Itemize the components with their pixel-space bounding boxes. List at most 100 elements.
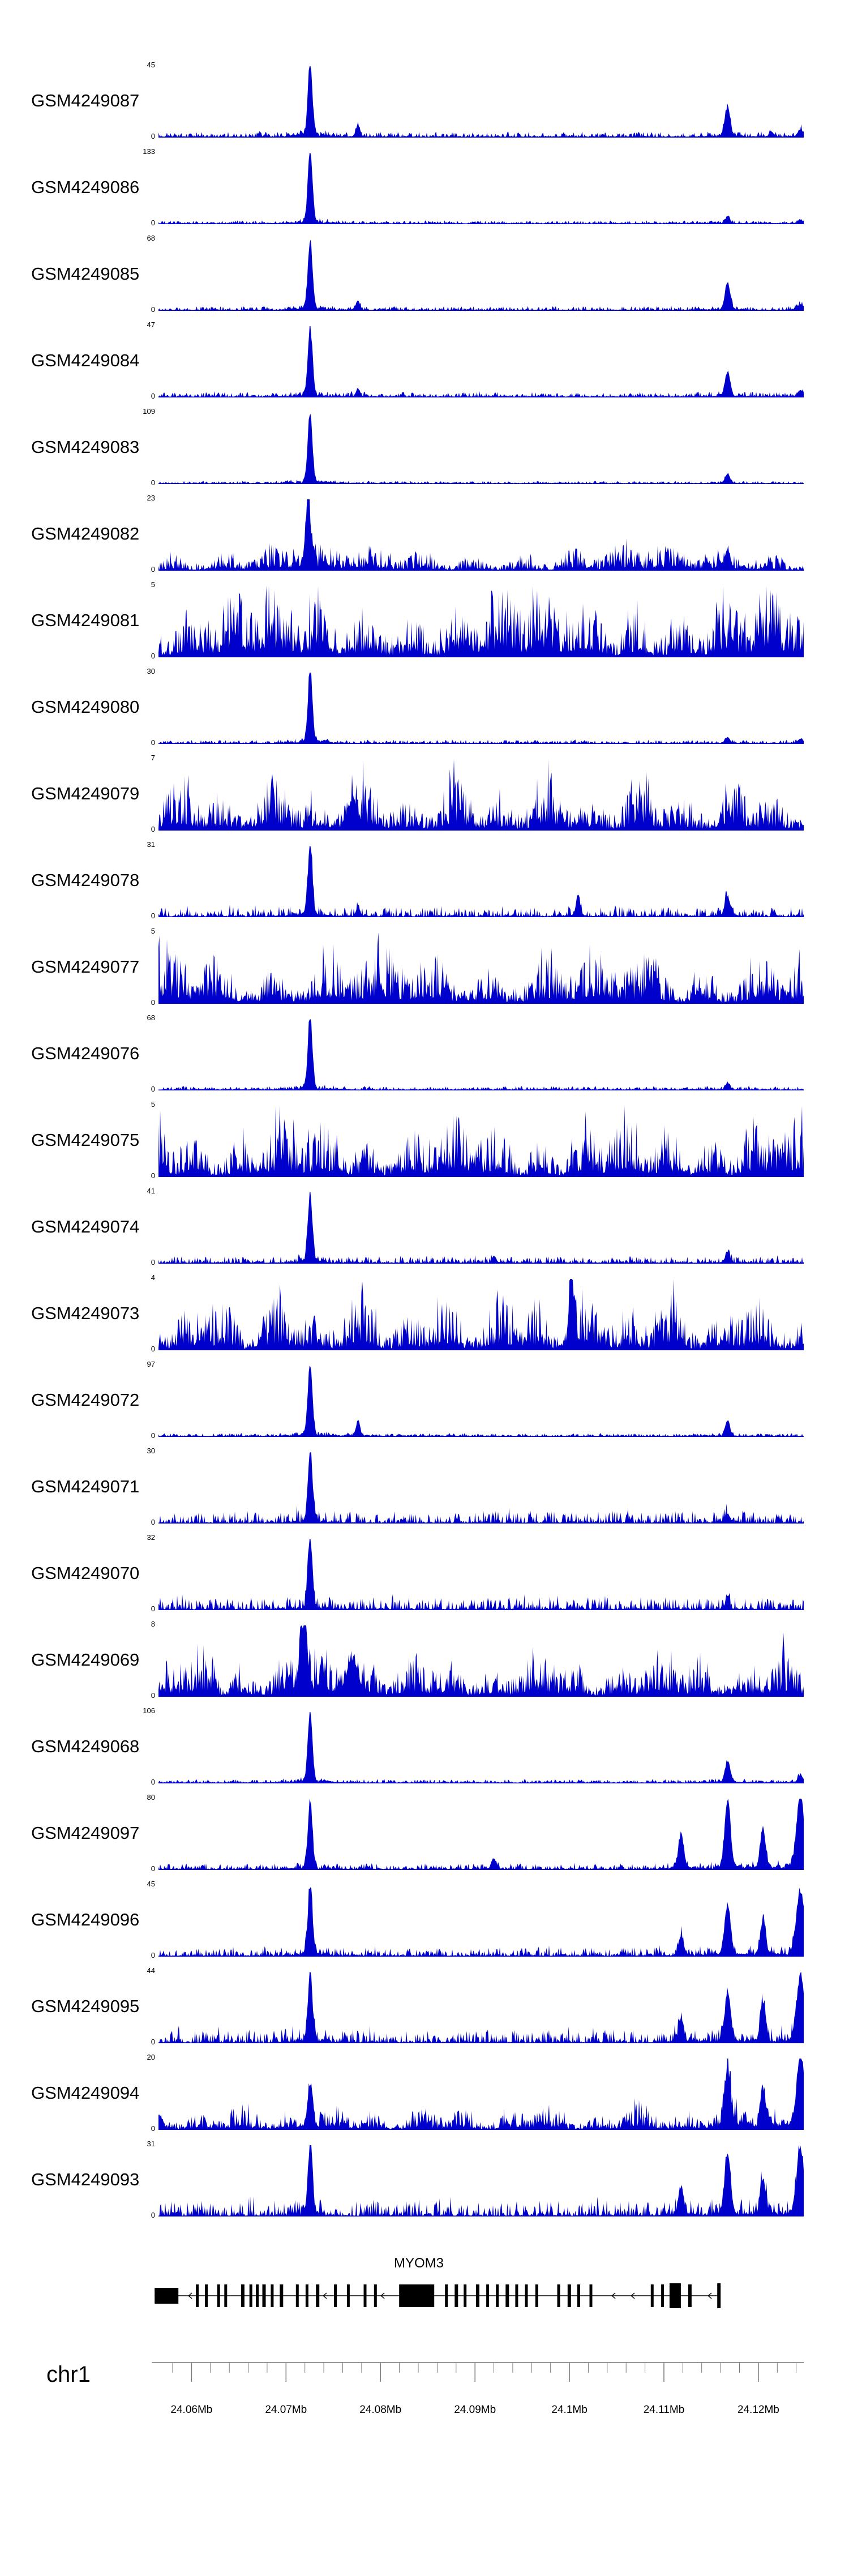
track-row: GSM4249075 5 0 xyxy=(0,1100,849,1180)
signal-track: 31 0 xyxy=(147,841,804,919)
track-ymax: 20 xyxy=(147,2053,155,2061)
signal-svg xyxy=(158,1452,804,1524)
track-ymax: 31 xyxy=(147,840,155,849)
exon xyxy=(256,2284,259,2307)
signal-svg xyxy=(158,1712,804,1783)
exon xyxy=(515,2284,518,2307)
track-ymax: 5 xyxy=(151,1100,155,1109)
track-ymax: 68 xyxy=(147,234,155,242)
track-row: GSM4249094 20 0 xyxy=(0,2053,849,2132)
signal-track: 97 0 xyxy=(147,1360,804,1439)
track-label: GSM4249075 xyxy=(31,1130,140,1150)
exon xyxy=(717,2283,721,2308)
signal-track: 68 0 xyxy=(147,1014,804,1093)
exon xyxy=(661,2284,664,2307)
track-label: GSM4249073 xyxy=(31,1303,140,1323)
signal-track: 30 0 xyxy=(147,1447,804,1526)
signal-svg xyxy=(158,1019,804,1090)
track-row: GSM4249068 106 0 xyxy=(0,1707,849,1786)
track-label: GSM4249081 xyxy=(31,610,140,630)
exon xyxy=(217,2284,220,2307)
track-ymax: 45 xyxy=(147,61,155,69)
gene-model xyxy=(155,2283,721,2308)
track-label: GSM4249086 xyxy=(31,177,140,197)
exon xyxy=(295,2284,299,2307)
track-ymax: 80 xyxy=(147,1793,155,1802)
signal-svg xyxy=(158,66,804,138)
track-ymin: 0 xyxy=(151,998,155,1007)
track-ymax: 5 xyxy=(151,927,155,935)
signal-area xyxy=(158,1625,804,1697)
track-ymin: 0 xyxy=(151,1171,155,1180)
signal-track: 30 0 xyxy=(147,667,804,746)
track-row: GSM4249086 133 0 xyxy=(0,148,849,226)
track-ymax: 68 xyxy=(147,1013,155,1022)
track-row: GSM4249074 41 0 xyxy=(0,1187,849,1266)
track-row: GSM4249076 68 0 xyxy=(0,1014,849,1093)
track-label: GSM4249068 xyxy=(31,1736,140,1756)
signal-svg xyxy=(158,673,804,744)
strand-arrow xyxy=(611,2292,616,2299)
track-row: GSM4249071 30 0 xyxy=(0,1447,849,1526)
strand-arrow xyxy=(631,2292,635,2299)
signal-area xyxy=(158,1539,804,1610)
signal-track: 8 0 xyxy=(151,1620,804,1699)
signal-svg xyxy=(158,846,804,917)
ruler-tick-label: 24.1Mb xyxy=(551,2404,587,2416)
signal-track: 133 0 xyxy=(143,148,804,226)
track-row: GSM4249084 47 0 xyxy=(0,321,849,400)
track-label: GSM4249076 xyxy=(31,1043,140,1063)
exon xyxy=(346,2284,350,2307)
track-label: GSM4249079 xyxy=(31,784,140,803)
signal-svg xyxy=(158,1366,804,1437)
track-ymin: 0 xyxy=(151,1864,155,1873)
signal-svg xyxy=(158,2145,804,2216)
ruler-tick-label: 24.06Mb xyxy=(170,2404,212,2416)
exon xyxy=(249,2284,252,2307)
track-ymin: 0 xyxy=(151,2038,155,2046)
signal-svg xyxy=(158,2059,804,2130)
exon xyxy=(155,2288,179,2304)
exon xyxy=(241,2284,245,2307)
track-label: GSM4249084 xyxy=(31,350,140,370)
track-ymax: 32 xyxy=(147,1533,155,1542)
signal-area xyxy=(158,2059,804,2130)
track-label: GSM4249078 xyxy=(31,870,140,890)
strand-arrow xyxy=(323,2292,327,2299)
signal-svg xyxy=(158,239,804,311)
track-ymin: 0 xyxy=(151,132,155,140)
exon xyxy=(271,2284,274,2307)
strand-arrow xyxy=(707,2292,712,2299)
signal-track: 5 0 xyxy=(151,581,804,660)
track-ymin: 0 xyxy=(151,1345,155,1353)
track-row: GSM4249070 32 0 xyxy=(0,1533,849,1613)
signal-area xyxy=(158,1279,804,1350)
signal-track: 109 0 xyxy=(143,408,804,486)
signal-area xyxy=(158,1712,804,1783)
exon xyxy=(374,2284,377,2307)
track-ymax: 4 xyxy=(151,1273,155,1282)
signal-track: 45 0 xyxy=(147,61,804,140)
ruler-tick-label: 24.11Mb xyxy=(644,2404,685,2416)
track-row: GSM4249085 68 0 xyxy=(0,234,849,313)
signal-track: 41 0 xyxy=(147,1187,804,1266)
track-row: GSM4249078 31 0 xyxy=(0,841,849,919)
exon xyxy=(262,2284,266,2307)
exon xyxy=(688,2284,692,2307)
ruler-axis: 24.06Mb 24.07Mb 24.08Mb 24.09Mb 24.1Mb 24.11M… xyxy=(152,2362,804,2416)
track-ymax: 97 xyxy=(147,1360,155,1368)
strand-arrow xyxy=(380,2292,385,2299)
track-label: GSM4249071 xyxy=(31,1477,140,1496)
track-ymin: 0 xyxy=(151,1604,155,1613)
track-label: GSM4249097 xyxy=(31,1823,140,1843)
track-label: GSM4249096 xyxy=(31,1910,140,1929)
track-label: GSM4249070 xyxy=(31,1563,140,1583)
exon xyxy=(496,2284,499,2307)
signal-svg xyxy=(158,759,804,831)
exon xyxy=(525,2284,528,2307)
strand-arrow xyxy=(188,2292,192,2299)
track-label: GSM4249093 xyxy=(31,2170,140,2189)
track-row: GSM4249095 44 0 xyxy=(0,1967,849,2046)
signal-area xyxy=(158,759,804,831)
signal-svg xyxy=(158,1972,804,2043)
